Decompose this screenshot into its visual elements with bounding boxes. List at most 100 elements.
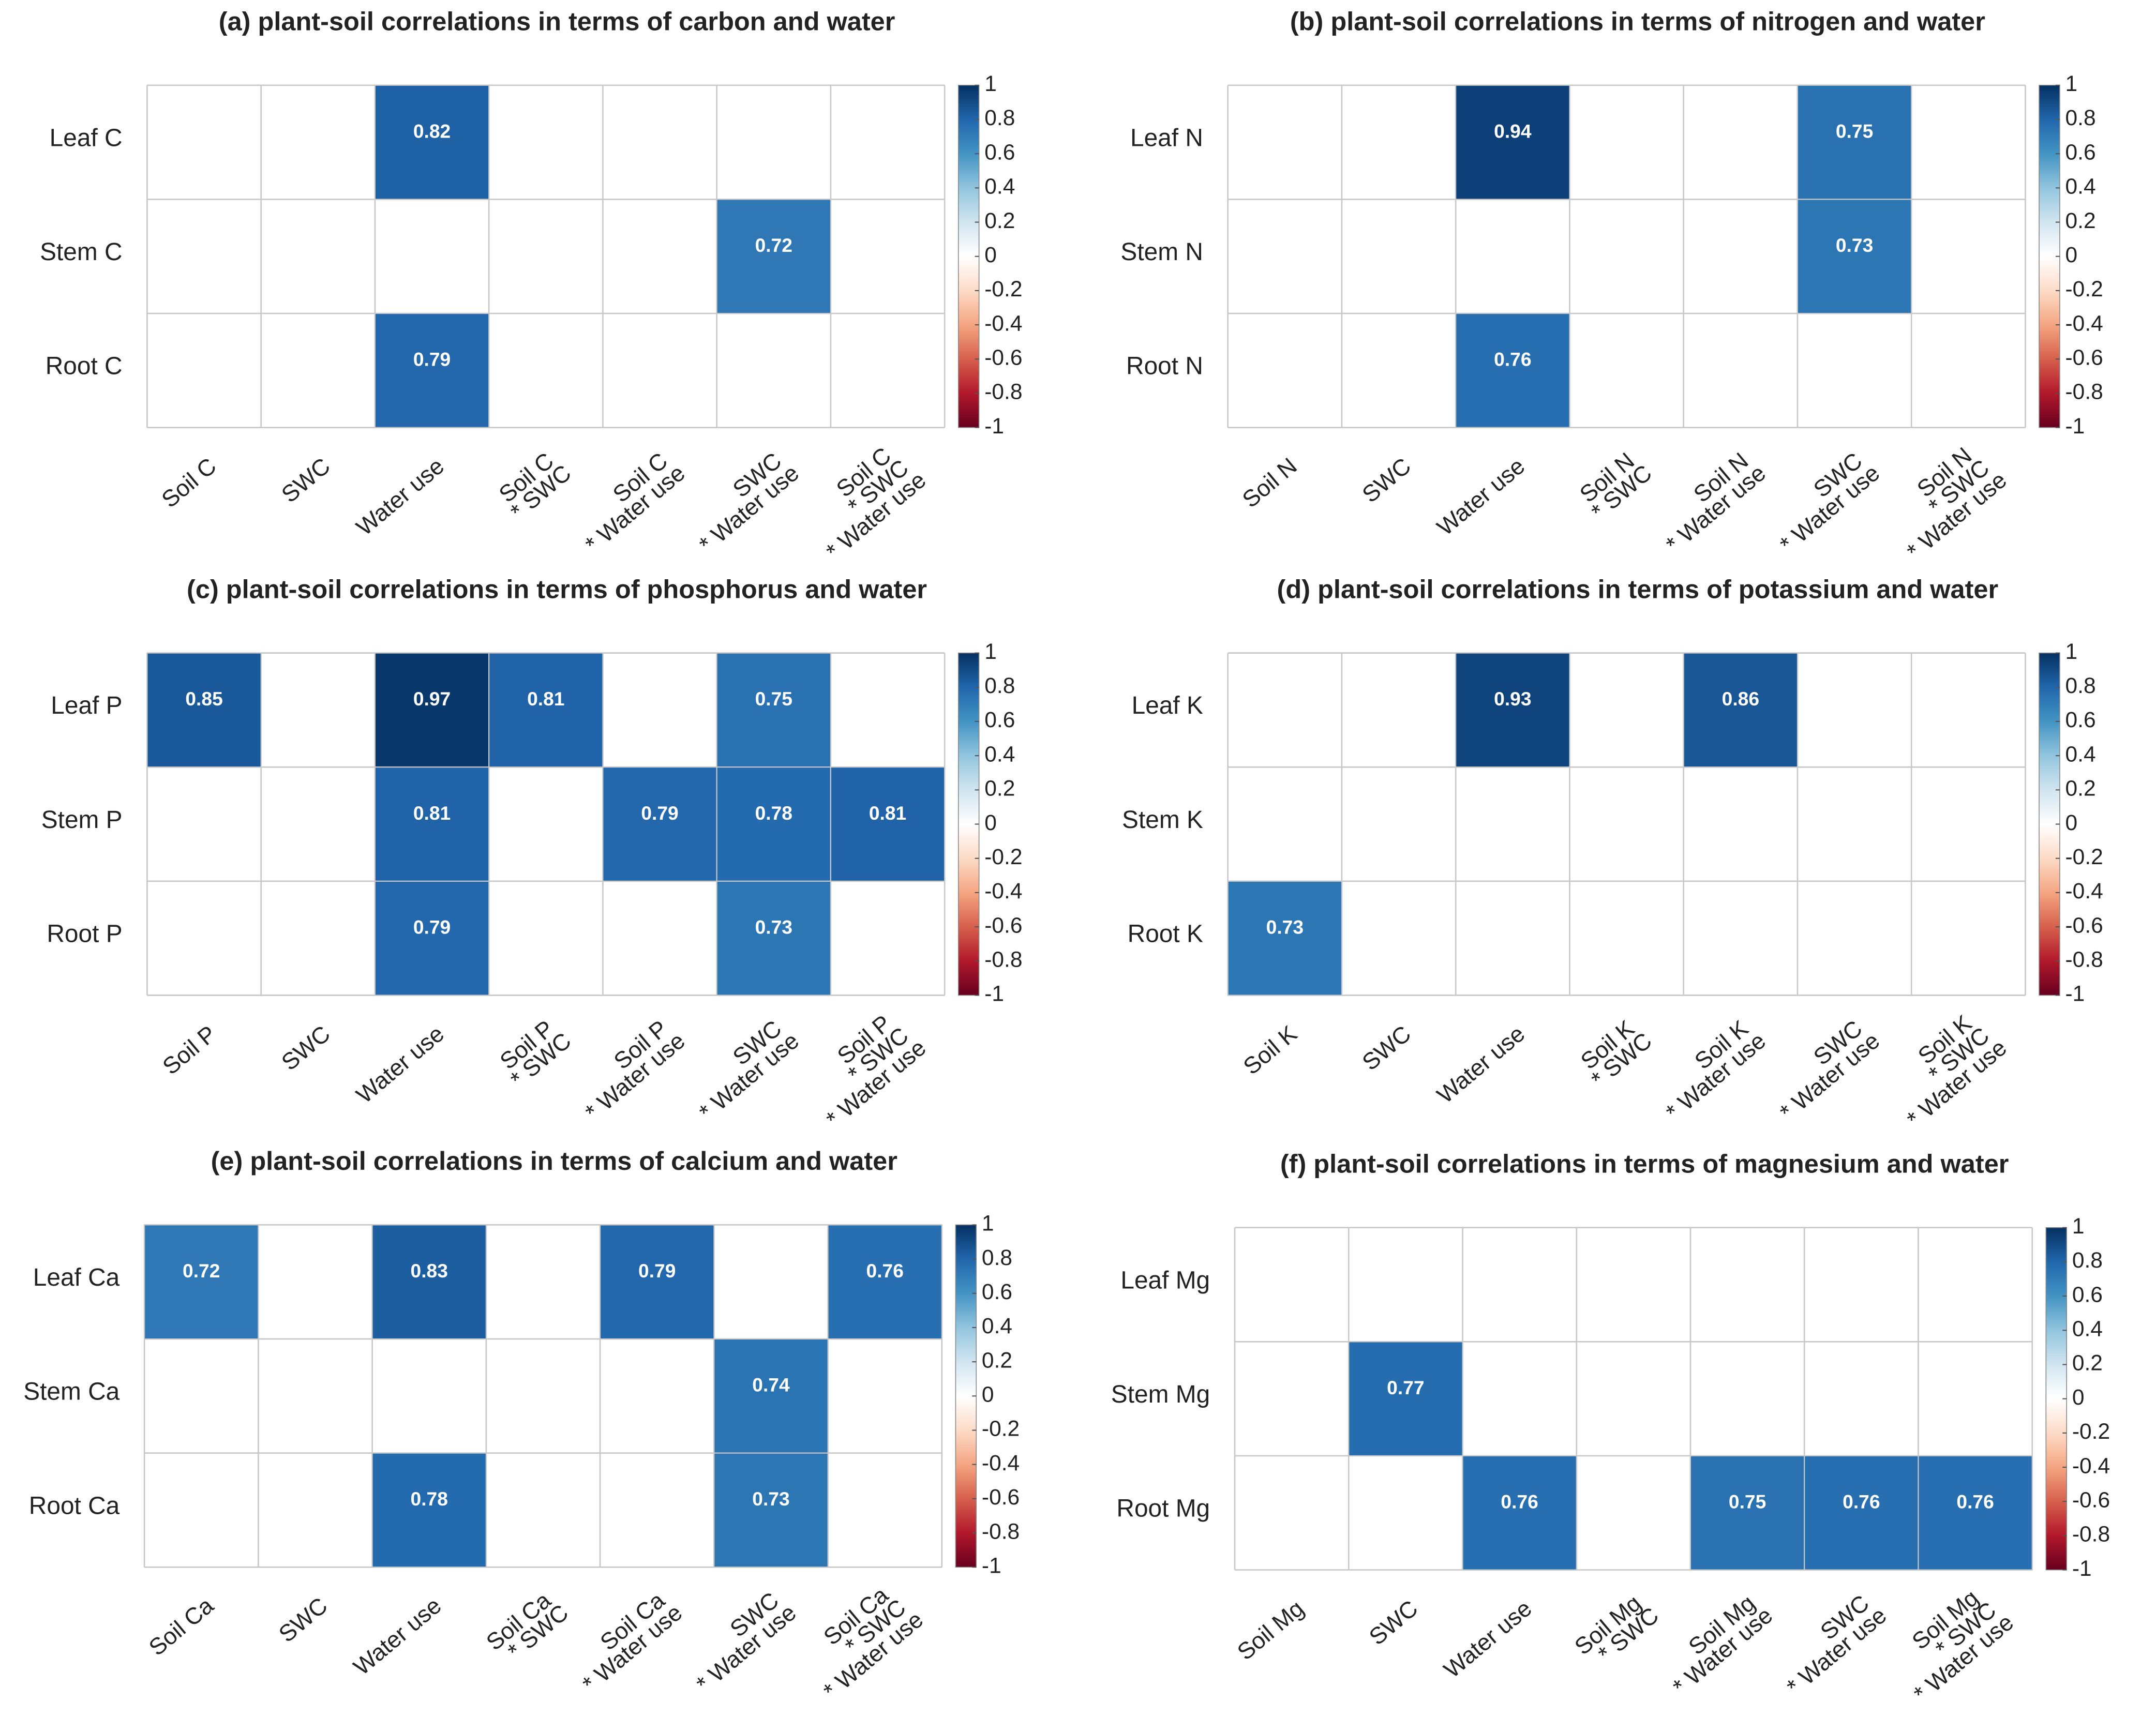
cell-label: 0.85 (185, 688, 222, 710)
colorbar-tick-label: -0.6 (984, 345, 1022, 370)
heat-cell (1455, 84, 1570, 200)
x-tick-label: Soil P* Water use (567, 1012, 690, 1125)
colorbar-tick-label: -0.6 (2072, 1487, 2110, 1512)
row-label: Leaf P (51, 692, 122, 719)
chart-title: (f) plant-soil correlations in terms of … (1280, 1149, 2009, 1178)
heat-cell (713, 1452, 829, 1568)
chart-title: (e) plant-soil correlations in terms of … (211, 1146, 897, 1176)
cell-label: 0.75 (1836, 120, 1873, 142)
colorbar-tick-label: 0.2 (2065, 208, 2096, 233)
cell-label: 0.73 (752, 1488, 789, 1510)
colorbar-tick-label: -1 (984, 982, 1004, 1006)
colorbar-tick-label: -0.2 (982, 1417, 1020, 1441)
colorbar-tick-label: -0.2 (984, 277, 1022, 302)
x-tick-label: SWC (276, 453, 335, 508)
colorbar-tick-label: 0 (2065, 810, 2078, 835)
colorbar-tick-label: 0.4 (984, 174, 1015, 199)
cell-label: 0.76 (866, 1260, 904, 1282)
cell-label: 0.73 (755, 916, 792, 938)
x-tick-line: SWC (276, 1020, 335, 1076)
colorbar-tick-label: 0 (982, 1382, 994, 1407)
heat-cell (488, 652, 604, 768)
heat-cell (716, 652, 831, 768)
x-tick-label: Soil K* Water use (1648, 1012, 1771, 1125)
cell-label: 0.97 (413, 688, 451, 710)
colorbar-tick-label: -0.2 (2065, 277, 2103, 302)
cell-label: 0.75 (755, 688, 792, 710)
colorbar-tick-label: -1 (984, 414, 1004, 439)
colorbar-tick-label: 0 (984, 243, 997, 267)
x-tick-label: SWC* Water use (681, 444, 804, 558)
heat-cell (716, 199, 831, 314)
colorbar-tick-label: 0.8 (984, 106, 1015, 130)
x-tick-label: Soil C* Water use (567, 444, 690, 558)
cell-label: 0.75 (1729, 1490, 1766, 1512)
row-label: Stem C (40, 238, 122, 266)
heat-cell (1918, 1455, 2033, 1571)
cell-label: 0.81 (527, 688, 564, 710)
row-label: Stem K (1122, 806, 1203, 834)
colorbar-tick-label: -0.4 (2072, 1453, 2110, 1478)
x-tick-label: Soil K* SWC* Water use (1875, 1003, 2012, 1133)
cell-label: 0.78 (755, 802, 792, 824)
colorbar-tick-label: 1 (984, 639, 997, 664)
colorbar-tick-label: -0.4 (984, 311, 1022, 336)
cell-label: 0.72 (755, 234, 792, 256)
heat-cell (146, 652, 262, 768)
x-tick-label: Soil K (1238, 1020, 1302, 1080)
x-tick-label: Soil Ca* SWC (481, 1584, 573, 1671)
x-tick-line: Soil K (1238, 1020, 1302, 1080)
panel: (a) plant-soil correlations in terms of … (40, 6, 1022, 564)
colorbar-tick-label: -1 (2065, 982, 2085, 1006)
x-tick-label: Soil N* SWC (1573, 444, 1657, 525)
x-tick-label: SWC (1357, 1020, 1416, 1076)
row-label: Root Ca (29, 1492, 120, 1519)
x-tick-label: Soil P* SWC* Water use (795, 1003, 931, 1133)
colorbar-tick-label: 0.2 (984, 208, 1015, 233)
heat-cell (1455, 312, 1570, 428)
heat-cell (1804, 1455, 1919, 1571)
cell-label: 0.81 (869, 802, 906, 824)
heat-cell (716, 766, 831, 882)
heat-cell (374, 84, 490, 200)
x-tick-label: SWC (1357, 453, 1416, 508)
colorbar-tick-label: -0.4 (2065, 879, 2103, 903)
colorbar-tick-label: -0.4 (984, 879, 1022, 903)
colorbar-tick-label: -0.8 (984, 380, 1022, 404)
heat-cell (1348, 1341, 1463, 1457)
cell-label: 0.79 (413, 349, 451, 370)
x-tick-line: SWC (1357, 1020, 1416, 1076)
heat-cell (374, 766, 490, 882)
cell-label: 0.81 (413, 802, 451, 824)
heat-cell (713, 1338, 829, 1454)
x-tick-label: SWC (1364, 1595, 1423, 1650)
colorbar-tick-label: -0.6 (2065, 913, 2103, 938)
colorbar-tick-label: 0.6 (2065, 140, 2096, 164)
cell-label: 0.74 (752, 1374, 790, 1396)
x-tick-label: Water use (351, 1020, 449, 1108)
x-tick-line: Soil Ca (144, 1592, 219, 1661)
colorbar-tick-label: -0.8 (2065, 947, 2103, 972)
heat-cell (371, 1224, 487, 1340)
cell-label: 0.76 (1956, 1490, 1994, 1512)
row-label: Root C (46, 353, 123, 380)
cell-label: 0.79 (641, 802, 678, 824)
x-tick-label: SWC* Water use (681, 1012, 804, 1125)
x-tick-line: Water use (1439, 1595, 1536, 1683)
x-tick-line: Water use (1432, 1020, 1530, 1108)
x-tick-label: Soil K* SWC (1573, 1012, 1657, 1093)
colorbar-tick-label: 0.8 (2065, 106, 2096, 130)
row-label: Stem Ca (23, 1378, 119, 1406)
x-tick-line: Water use (349, 1592, 446, 1680)
colorbar-tick-label: 0.4 (2065, 174, 2096, 199)
heat-cell (1462, 1455, 1577, 1571)
colorbar-tick-label: 1 (2065, 639, 2078, 664)
heat-cell (1796, 199, 1912, 314)
x-tick-line: Soil C (156, 453, 221, 513)
x-tick-line: SWC (1364, 1595, 1423, 1650)
colorbar-tick-label: 0 (2072, 1385, 2085, 1410)
colorbar-tick-label: 0.4 (982, 1314, 1012, 1338)
x-tick-label: Soil Mg* SWC (1569, 1586, 1664, 1676)
colorbar-tick-label: 0.6 (2065, 707, 2096, 732)
